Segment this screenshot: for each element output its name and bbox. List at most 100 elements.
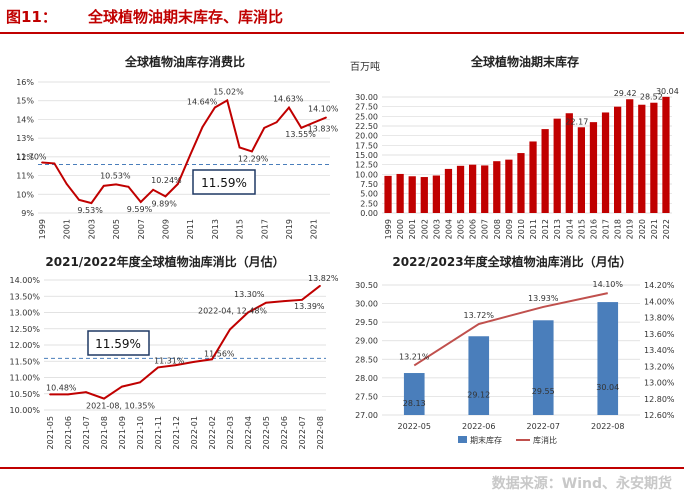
y-tick-label: 17.50	[355, 141, 378, 150]
data-point	[78, 199, 80, 201]
series-line	[413, 292, 608, 367]
data-label: 13.82%	[308, 274, 339, 283]
x-tick-label: 2005	[112, 219, 121, 239]
bar	[444, 168, 453, 213]
x-tick-label: 2021-09	[118, 416, 127, 449]
series-line	[50, 285, 321, 400]
bar	[650, 102, 658, 213]
x-tick-label: 1999	[38, 219, 47, 239]
y-tick-label-left: 29.00	[355, 337, 378, 346]
y-tick-label-right: 13.40%	[644, 346, 675, 355]
x-tick-label: 2015	[236, 219, 245, 239]
data-point	[193, 361, 195, 363]
y-tick-label-left: 30.00	[355, 300, 378, 309]
data-point	[164, 195, 167, 198]
data-label: 9.89%	[151, 199, 177, 208]
chart-stock-use-ratio-annual: 全球植物油库存消费比 9% 10% 11% 12% 13% 14% 15% 16% 11.59% 1…	[16, 54, 339, 239]
x-tick-label: 2008	[493, 219, 502, 239]
bar	[469, 164, 477, 213]
y-tick-label: 22.50	[355, 122, 378, 131]
data-point	[247, 311, 249, 314]
data-point	[127, 185, 130, 188]
data-point	[53, 162, 56, 165]
y-unit-label: 百万吨	[350, 60, 380, 73]
x-tick-label: 2013	[553, 219, 562, 239]
footer-rule	[0, 467, 684, 469]
x-tick-label: 2014	[565, 219, 574, 239]
data-point	[121, 385, 123, 388]
x-tick-label: 2021-10	[136, 416, 145, 449]
data-point	[312, 121, 315, 124]
x-tick-label: 2022-08	[591, 422, 624, 431]
data-point	[139, 381, 141, 384]
bar	[396, 173, 404, 213]
bar-value-label: 30.04	[596, 383, 619, 392]
x-tick-label: 2022-07	[527, 422, 560, 431]
x-tick-label: 2022-04	[244, 416, 253, 449]
bar	[408, 176, 416, 213]
x-tick-label: 2021	[310, 219, 319, 239]
x-tick-label: 2013	[211, 219, 220, 239]
x-tick-label: 2015	[577, 219, 586, 239]
y-tick-label: 10.50%	[9, 390, 40, 399]
bar	[505, 159, 513, 213]
bar	[517, 153, 525, 213]
x-tick-label: 2022-07	[298, 416, 307, 449]
y-tick-label: 15.00	[355, 151, 378, 160]
chart-title: 2022/2023年度全球植物油库消比（月估）	[392, 254, 631, 269]
y-tick-label: 15%	[16, 97, 34, 106]
y-tick-label: 10.00	[355, 170, 378, 179]
bar	[384, 175, 392, 213]
legend-label-line: 库消比	[533, 435, 557, 445]
y-tick-label: 30.00	[355, 93, 378, 102]
x-tick-label: 2021-08	[100, 416, 109, 449]
x-tick-label: 2000	[396, 219, 405, 239]
data-label: 10.24%	[151, 176, 182, 185]
data-point	[176, 183, 179, 185]
y-tick-label: 7.50	[360, 180, 378, 189]
y-tick-label: 27.50	[355, 103, 378, 112]
data-point	[67, 393, 69, 396]
data-point	[201, 126, 204, 128]
data-label: 13.83%	[308, 125, 339, 134]
bar-value-label: 29.55	[532, 387, 555, 396]
data-label: 28.52	[640, 93, 663, 102]
x-tick-label: 2021-05	[46, 416, 55, 449]
y-tick-label-right: 14.00%	[644, 297, 675, 306]
y-tick-label-right: 13.20%	[644, 362, 675, 371]
x-tick-label: 2021-07	[82, 416, 91, 449]
data-label: 2021-08, 10.35%	[86, 402, 155, 411]
bar	[541, 129, 549, 213]
y-tick-label: 12.50%	[9, 325, 40, 334]
figure-header: 图11： 全球植物油期末库存、库消比	[0, 0, 684, 34]
y-tick-label: 25.00	[355, 112, 378, 121]
x-tick-label: 2005	[457, 219, 466, 239]
y-tick-label-right: 14.20%	[644, 281, 675, 290]
data-label: 15.02%	[213, 87, 244, 96]
data-point	[102, 184, 105, 187]
data-point	[115, 183, 117, 186]
bar	[601, 112, 610, 213]
bar	[553, 118, 561, 213]
x-tick-label: 2019	[626, 219, 635, 239]
y-tick-label-left: 29.50	[355, 318, 378, 327]
data-label: 9.59%	[127, 205, 153, 214]
bar	[432, 175, 440, 213]
data-label: 11.31%	[154, 356, 185, 365]
y-tick-label-left: 28.00	[355, 374, 378, 383]
x-tick-label: 2021-12	[172, 416, 181, 449]
x-tick-label: 2007	[137, 219, 146, 239]
chart-stock-use-ratio-2223: 2022/2023年度全球植物油库消比（月估） 27.00 27.50 28.00 28…	[355, 254, 675, 445]
data-point	[65, 183, 68, 185]
y-tick-label: 12%	[16, 153, 34, 162]
bar	[638, 104, 646, 213]
bar	[468, 336, 490, 415]
bar-value-label: 28.13	[403, 399, 426, 408]
y-tick-label-right: 13.60%	[644, 330, 675, 339]
data-point	[265, 301, 267, 304]
x-tick-label: 2004	[444, 219, 453, 239]
data-point	[229, 328, 231, 331]
data-point	[211, 358, 213, 361]
legend-label-bars: 期末库存	[470, 435, 502, 445]
data-point	[49, 393, 51, 396]
